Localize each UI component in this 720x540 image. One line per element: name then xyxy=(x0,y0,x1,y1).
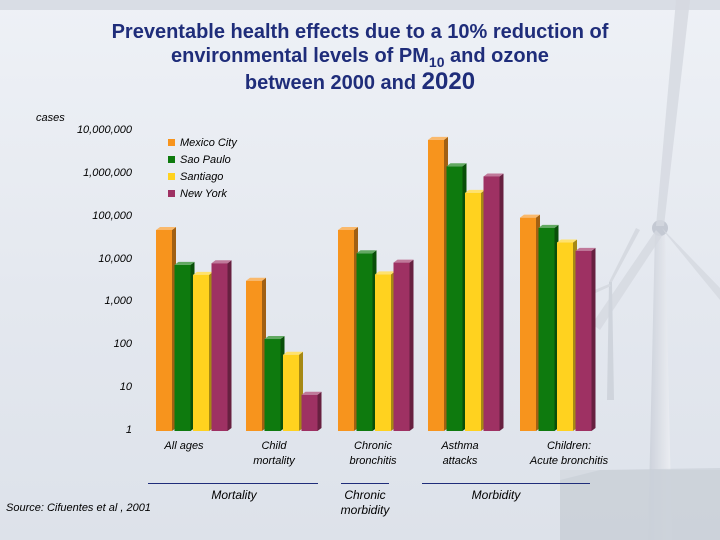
y-tick-label: 100 xyxy=(113,338,132,351)
bar-sao-paulo-4 xyxy=(538,224,559,431)
bar-mexico-city-4 xyxy=(520,214,540,431)
bar-santiago-0 xyxy=(193,271,213,431)
chart-title-line-1: Preventable health effects due to a 10% … xyxy=(111,21,609,43)
legend-swatch xyxy=(168,173,175,180)
group-bracket-line xyxy=(148,483,318,484)
bar-mexico-city-1 xyxy=(246,277,266,431)
bar-sao-paulo-2 xyxy=(356,250,377,431)
category-label: Children: Acute bronchitis xyxy=(509,439,629,469)
category-label-line: Child xyxy=(261,440,287,452)
legend-label: New York xyxy=(180,187,227,200)
bar-new-york-1 xyxy=(301,391,322,431)
chart-title-line-3: between 2000 and 2020 xyxy=(244,68,476,95)
bar-sao-paulo-3 xyxy=(446,163,467,432)
legend-label: Mexico City xyxy=(180,136,237,149)
bar-new-york-2 xyxy=(393,259,414,431)
legend-swatch xyxy=(168,139,175,146)
group-label-line: Mortality xyxy=(211,488,257,502)
group-bracket-line xyxy=(422,483,590,484)
category-label-line: Children: xyxy=(546,440,592,452)
group-label: Morbidity xyxy=(436,488,556,503)
y-tick-label: 10 xyxy=(119,381,132,394)
bar-santiago-1 xyxy=(283,351,303,431)
category-label: Chronic bronchitis xyxy=(313,439,433,469)
group-label-line: morbidity xyxy=(340,503,390,517)
y-tick-label: 10,000,000 xyxy=(76,124,132,136)
legend-label: Sao Paulo xyxy=(180,153,231,166)
category-label: All ages xyxy=(124,439,244,454)
bar-santiago-4 xyxy=(557,239,577,431)
category-label-line: attacks xyxy=(442,455,478,467)
group-label: Mortality xyxy=(174,488,294,503)
y-tick-label: 1,000,000 xyxy=(83,166,132,179)
y-tick-label: 10,000 xyxy=(98,252,132,265)
bar-santiago-3 xyxy=(465,189,485,431)
category-label: Child mortality xyxy=(214,439,334,469)
category-label-line: Asthma xyxy=(441,440,479,452)
category-label-line: Chronic xyxy=(354,440,392,452)
legend-item: Sao Paulo xyxy=(168,151,237,168)
legend-item: Mexico City xyxy=(168,134,237,151)
group-bracket-line xyxy=(341,483,389,484)
y-tick-label: 100,000 xyxy=(92,209,132,222)
bar-mexico-city-0 xyxy=(156,226,176,431)
bar-mexico-city-2 xyxy=(338,226,358,431)
group-label-line: Morbidity xyxy=(471,488,521,502)
bar-sao-paulo-0 xyxy=(174,261,195,431)
legend-item: New York xyxy=(168,185,237,202)
legend-label: Santiago xyxy=(180,170,224,183)
category-label-line: bronchitis xyxy=(349,455,397,467)
bar-new-york-3 xyxy=(483,173,504,432)
legend-swatch xyxy=(168,190,175,197)
y-axis-label: cases xyxy=(36,112,65,124)
bar-santiago-2 xyxy=(375,271,395,431)
source-note: Source: Cifuentes et al , 2001 xyxy=(6,502,151,514)
category-label-line: All ages xyxy=(164,440,204,452)
group-label: Chronic morbidity xyxy=(305,488,425,518)
y-tick-label: 1,000 xyxy=(104,295,132,308)
bar-mexico-city-3 xyxy=(428,136,448,431)
bar-new-york-4 xyxy=(575,247,596,431)
legend-swatch xyxy=(168,156,175,163)
legend-item: Santiago xyxy=(168,168,237,185)
group-label-line: Chronic xyxy=(344,488,386,502)
y-tick-label: 1 xyxy=(125,424,132,436)
bar-new-york-0 xyxy=(211,260,232,431)
category-label: Asthma attacks xyxy=(400,439,520,469)
chart-title-line-2: environmental levels of PM10 and ozone xyxy=(171,45,549,70)
legend: Mexico City Sao Paulo Santiago New York xyxy=(168,134,237,202)
category-label-line: Acute bronchitis xyxy=(529,455,609,467)
bar-sao-paulo-1 xyxy=(264,336,285,431)
category-label-line: mortality xyxy=(253,455,295,467)
